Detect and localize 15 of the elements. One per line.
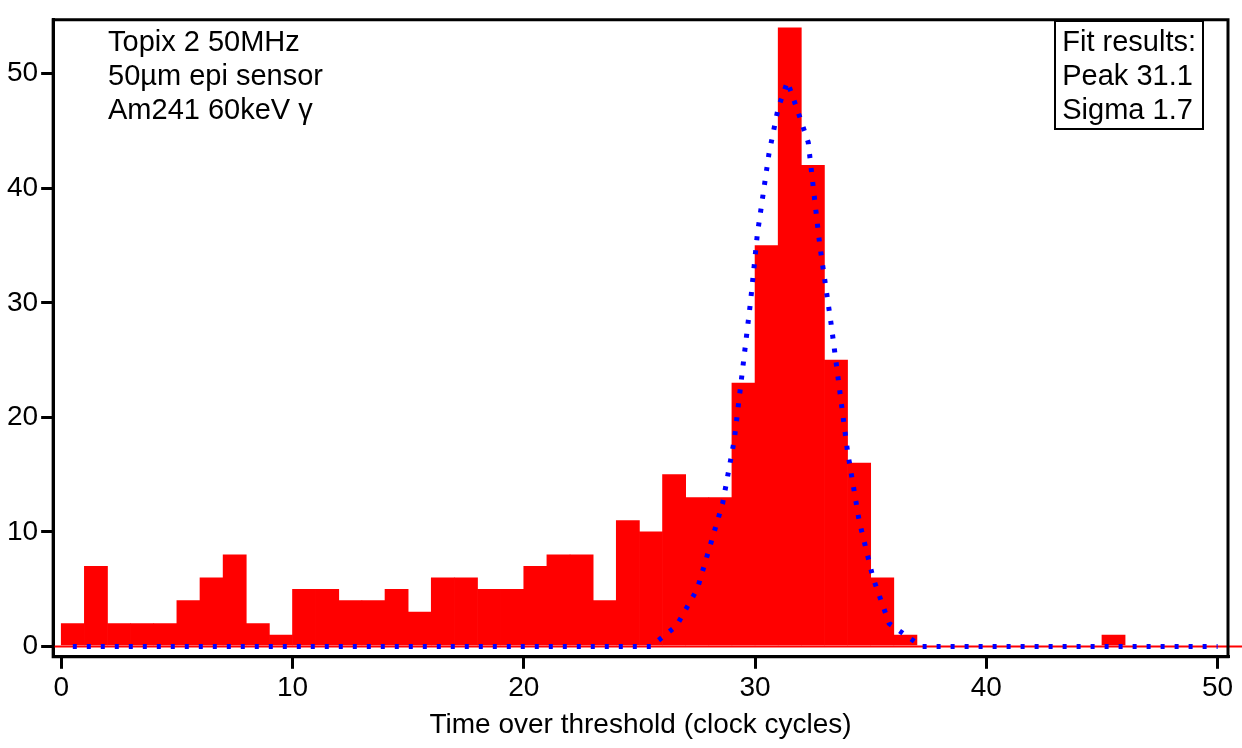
x-axis-title: Time over threshold (clock cycles) [429, 707, 852, 739]
y-tick-label: 20 [6, 400, 39, 432]
annotation: Fit results: Peak 31.1 Sigma 1.7 [1054, 20, 1204, 130]
x-tick-label: 20 [508, 671, 540, 703]
y-tick-label: 50 [6, 56, 39, 88]
y-tick-label: 10 [6, 514, 39, 546]
y-tick-label: 30 [6, 285, 39, 317]
notes: Topix 2 50MHz 50µm epi sensor Am241 60keV γ [108, 24, 323, 126]
y-tick-label: 40 [6, 170, 39, 202]
y-tick-label: 0 [22, 629, 39, 661]
x-tick-label: 10 [276, 671, 309, 703]
x-tick-label: 0 [53, 671, 70, 703]
x-tick-label: 40 [970, 671, 1002, 703]
x-tick-label: 50 [1202, 671, 1234, 703]
x-tick-label: 30 [739, 671, 771, 703]
